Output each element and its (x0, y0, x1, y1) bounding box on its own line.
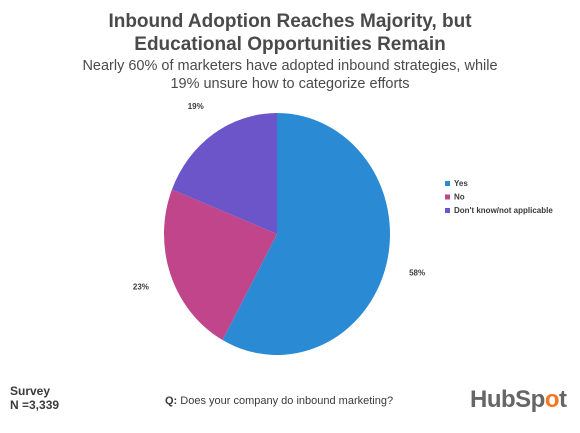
legend-label: Yes (454, 179, 468, 188)
legend-label: Don't know/not applicable (454, 206, 553, 215)
logo-text-right: t (559, 386, 567, 413)
question-prefix: Q: (165, 395, 178, 407)
pie-value-label: 19% (188, 102, 204, 111)
pie-value-label: 58% (409, 269, 425, 278)
pie-slice-no (164, 189, 277, 341)
legend-swatch (445, 181, 450, 186)
survey-label: Survey (10, 384, 51, 398)
chart-subtitle-line-2: 19% unsure how to categorize efforts (170, 76, 410, 92)
logo-sprocket-o: o (544, 386, 560, 413)
chart-title: Inbound Adoption Reaches Majority, but E… (0, 10, 580, 56)
pie-slice-yes (222, 113, 390, 356)
legend-swatch (445, 194, 450, 200)
chart-subtitle-line-1: Nearly 60% of marketers have adopted inb… (82, 58, 498, 74)
legend-label: No (454, 193, 465, 202)
chart-title-line-2: Educational Opportunities Remain (134, 34, 446, 55)
chart-subtitle: Nearly 60% of marketers have adopted inb… (0, 57, 580, 93)
chart-title-line-1: Inbound Adoption Reaches Majority, but (108, 11, 472, 32)
logo-text-left: HubSp (470, 386, 545, 413)
pie-slice-don-t-know-not-applicable (171, 112, 277, 234)
pie-value-label: 23% (133, 282, 149, 291)
legend-swatch (445, 208, 450, 213)
hubspot-logo: HubSpot (470, 386, 567, 414)
survey-question: Q: Does your company do inbound marketin… (165, 395, 393, 407)
question-text: Does your company do inbound marketing? (180, 395, 394, 407)
survey-info: Survey N =3,339 (10, 384, 59, 412)
sample-size: N =3,339 (10, 398, 60, 412)
